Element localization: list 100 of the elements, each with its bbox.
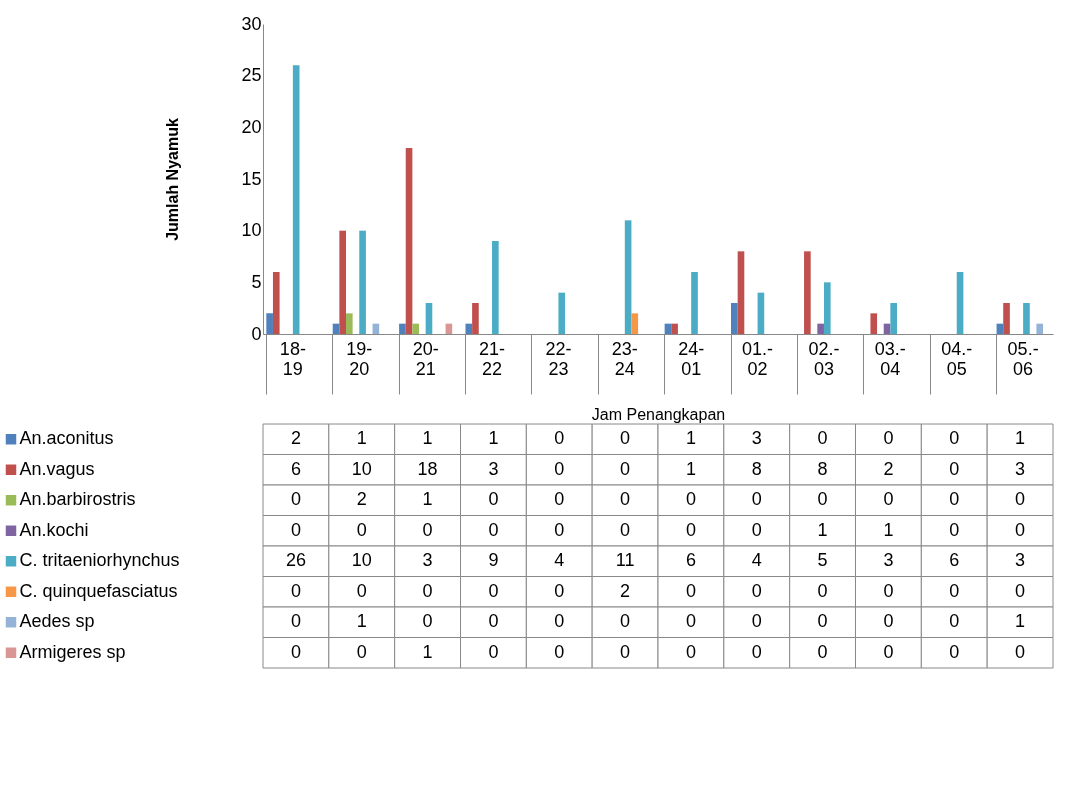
bar (1036, 323, 1044, 334)
bar (870, 313, 878, 334)
bar (737, 251, 745, 334)
y-tick-label: 20 (241, 116, 262, 137)
data-label: 0 (620, 458, 631, 479)
data-label: 0 (554, 611, 565, 632)
data-label: 26 (285, 550, 306, 571)
data-label: 0 (422, 611, 433, 632)
bar (425, 303, 433, 334)
data-label: 0 (422, 519, 433, 540)
legend-label: An.kochi (19, 519, 89, 540)
data-label: 1 (883, 519, 894, 540)
bar (671, 323, 678, 334)
data-label: 0 (883, 489, 894, 510)
bar (817, 323, 824, 334)
data-label: 0 (356, 641, 367, 662)
data-label: 4 (751, 550, 762, 571)
data-label: 1 (356, 428, 367, 449)
data-label: 0 (290, 641, 301, 662)
data-label: 0 (554, 458, 565, 479)
data-label: 0 (817, 641, 828, 662)
bar (292, 65, 300, 334)
y-tick-label: 0 (251, 323, 262, 344)
data-label: 0 (949, 641, 960, 662)
y-tick-label: 30 (241, 13, 262, 34)
data-label: 0 (883, 428, 894, 449)
data-label: 0 (554, 641, 565, 662)
y-tick-label: 25 (241, 65, 262, 86)
data-label: 3 (1015, 550, 1026, 571)
data-label: 3 (422, 550, 433, 571)
bar (631, 313, 639, 334)
data-label: 0 (949, 580, 960, 601)
bar (1023, 303, 1030, 334)
data-label: 10 (351, 458, 372, 479)
bar (339, 230, 346, 334)
bar (399, 323, 406, 334)
bar (345, 313, 353, 334)
data-label: 2 (290, 428, 301, 449)
data-label: 0 (488, 611, 499, 632)
data-label: 0 (554, 580, 565, 601)
bar (405, 148, 413, 334)
data-label: 0 (949, 519, 960, 540)
data-label: 4 (554, 550, 565, 571)
data-label: 0 (685, 641, 696, 662)
bar (691, 272, 698, 334)
x-tick-label: 24-01 (678, 338, 705, 379)
y-tick-label: 15 (241, 168, 262, 189)
legend-label: C. tritaeniorhynchus (19, 550, 180, 571)
data-label: 10 (351, 550, 372, 571)
data-label: 0 (620, 611, 631, 632)
data-label: 0 (685, 489, 696, 510)
data-label: 2 (620, 580, 631, 601)
data-label: 0 (290, 611, 301, 632)
data-label: 0 (1015, 580, 1026, 601)
data-label: 0 (751, 489, 762, 510)
data-label: 0 (554, 489, 565, 510)
data-label: 0 (751, 519, 762, 540)
x-tick-label: 23-24 (611, 338, 638, 379)
x-tick-label: 22-23 (545, 338, 572, 379)
legend-label: An.barbirostris (19, 489, 136, 510)
bar (359, 230, 366, 334)
bar (757, 292, 765, 334)
y-tick-label: 5 (251, 271, 262, 292)
x-tick-label: 01.-02 (742, 338, 774, 379)
data-label: 0 (488, 519, 499, 540)
data-label: 0 (949, 611, 960, 632)
data-label: 1 (422, 428, 433, 449)
data-label: 0 (620, 519, 631, 540)
data-label: 0 (356, 519, 367, 540)
data-label: 0 (817, 489, 828, 510)
data-label: 3 (751, 428, 762, 449)
data-label: 0 (685, 519, 696, 540)
data-label: 1 (422, 489, 433, 510)
data-label: 3 (883, 550, 894, 571)
data-label: 0 (817, 611, 828, 632)
data-label: 0 (290, 580, 301, 601)
data-label: 0 (1015, 519, 1026, 540)
data-label: 0 (620, 428, 631, 449)
bar (731, 303, 738, 334)
data-label: 0 (949, 489, 960, 510)
data-label: 2 (883, 458, 894, 479)
x-tick-label: 18-19 (279, 338, 306, 379)
data-label: 0 (488, 641, 499, 662)
data-label: 6 (290, 458, 301, 479)
data-label: 3 (488, 458, 499, 479)
data-label: 1 (685, 458, 696, 479)
data-label: 1 (817, 519, 828, 540)
x-axis-title: Jam Penangkapan (591, 406, 726, 423)
bar (266, 313, 273, 334)
data-label: 0 (620, 489, 631, 510)
data-label: 0 (290, 519, 301, 540)
data-label: 0 (817, 580, 828, 601)
x-tick-label: 05.-06 (1007, 338, 1039, 379)
bar (272, 272, 280, 334)
data-label: 8 (751, 458, 762, 479)
data-label: 8 (817, 458, 828, 479)
data-label: 0 (883, 641, 894, 662)
y-tick-label: 10 (241, 220, 262, 241)
data-label: 1 (1015, 428, 1026, 449)
bar (472, 303, 479, 334)
